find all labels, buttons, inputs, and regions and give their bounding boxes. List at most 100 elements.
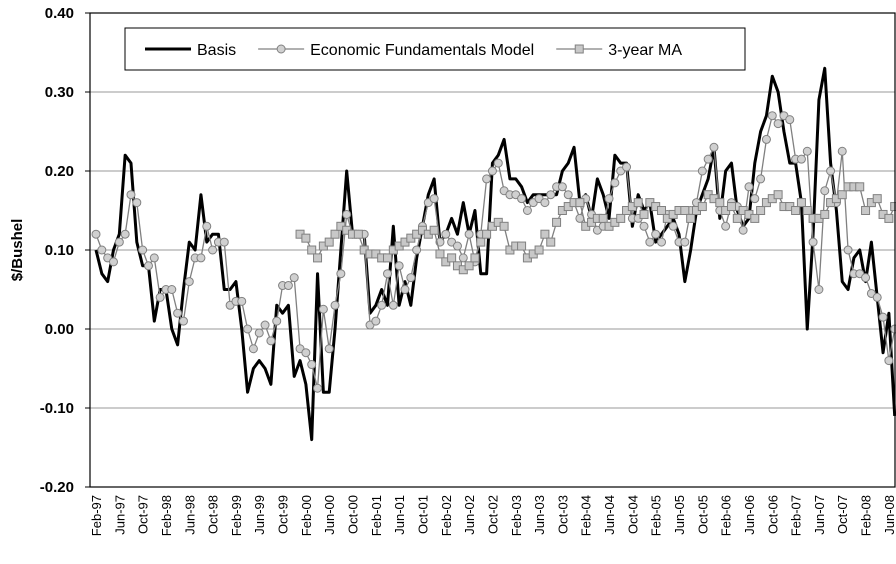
- x-tick-label: Oct-03: [555, 495, 570, 534]
- y-tick-label: 0.10: [45, 242, 74, 259]
- point-marker: [482, 174, 492, 184]
- point-marker: [826, 166, 836, 176]
- point-marker: [184, 277, 194, 287]
- point-marker: [872, 292, 882, 302]
- point-marker: [884, 213, 894, 223]
- x-tick-label: Jun-05: [672, 495, 687, 535]
- point-marker: [750, 213, 760, 223]
- point-marker: [476, 237, 486, 247]
- point-marker: [173, 308, 183, 318]
- series-line: [95, 115, 896, 389]
- x-tick-label: Jun-07: [812, 495, 827, 535]
- x-tick-label: Oct-07: [835, 495, 850, 534]
- point-marker: [447, 253, 457, 263]
- point-marker: [91, 229, 101, 239]
- point-marker: [575, 198, 585, 208]
- point-marker: [796, 198, 806, 208]
- x-tick-label: Feb-97: [89, 495, 104, 536]
- x-tick-label: Oct-98: [206, 495, 221, 534]
- point-marker: [557, 182, 567, 192]
- point-marker: [452, 241, 462, 251]
- point-marker: [97, 245, 107, 255]
- point-marker: [668, 221, 678, 231]
- point-marker: [383, 253, 392, 263]
- point-marker: [324, 344, 334, 354]
- point-marker: [552, 217, 562, 227]
- point-marker: [208, 245, 218, 255]
- point-marker: [458, 253, 468, 263]
- point-marker: [802, 146, 812, 156]
- y-axis-title: $/Bushel: [9, 219, 26, 282]
- x-tick-label: Feb-01: [369, 495, 384, 536]
- point-marker: [330, 229, 340, 239]
- x-tick-label: Oct-99: [276, 495, 291, 534]
- point-marker: [313, 253, 323, 263]
- point-marker: [703, 154, 713, 164]
- point-marker: [307, 360, 317, 370]
- point-marker: [837, 146, 847, 156]
- point-marker: [522, 206, 532, 215]
- point-marker: [639, 221, 649, 231]
- point-marker: [406, 273, 416, 283]
- point-marker: [645, 237, 655, 247]
- point-marker: [243, 324, 253, 334]
- point-marker: [289, 273, 299, 283]
- point-marker: [546, 237, 556, 247]
- point-marker: [283, 281, 293, 291]
- point-marker: [155, 292, 165, 302]
- point-marker: [633, 198, 643, 208]
- point-marker: [266, 336, 276, 346]
- x-tick-label: Oct-01: [415, 495, 430, 534]
- x-tick-label: Jun-99: [252, 495, 267, 535]
- point-marker: [324, 237, 334, 247]
- point-marker: [534, 245, 544, 255]
- point-marker: [318, 304, 328, 314]
- point-marker: [820, 186, 830, 196]
- legend-label: 3-year MA: [608, 42, 682, 59]
- x-tick-label: Jun-01: [392, 495, 407, 535]
- x-tick-label: Feb-06: [719, 495, 734, 536]
- point-marker: [383, 269, 392, 279]
- y-tick-label: 0.30: [45, 84, 74, 101]
- point-marker: [178, 316, 188, 326]
- point-marker: [301, 233, 311, 243]
- legend-label: Basis: [197, 42, 236, 59]
- point-marker: [143, 261, 153, 271]
- point-marker: [394, 261, 404, 271]
- point-marker: [878, 312, 888, 322]
- x-tick-label: Oct-04: [625, 495, 640, 534]
- point-marker: [773, 119, 783, 129]
- point-marker: [336, 269, 346, 279]
- point-marker: [248, 344, 258, 354]
- point-marker: [377, 300, 387, 310]
- point-marker: [546, 190, 556, 200]
- point-marker: [517, 194, 527, 204]
- point-marker: [791, 206, 801, 215]
- point-marker: [837, 190, 847, 200]
- point-marker: [872, 194, 882, 204]
- point-marker: [686, 213, 696, 223]
- point-marker: [616, 213, 626, 223]
- point-marker: [435, 249, 445, 259]
- x-tick-label: Oct-00: [346, 495, 361, 534]
- point-marker: [371, 316, 381, 326]
- x-tick-label: Oct-05: [695, 495, 710, 534]
- point-marker: [149, 253, 159, 263]
- point-marker: [767, 111, 777, 121]
- point-marker: [540, 229, 550, 239]
- point-marker: [330, 300, 340, 310]
- point-marker: [482, 229, 492, 239]
- legend-marker: [574, 44, 584, 54]
- point-marker: [307, 245, 317, 255]
- point-marker: [808, 237, 818, 247]
- x-tick-label: Feb-03: [509, 495, 524, 536]
- point-marker: [237, 296, 247, 306]
- point-marker: [429, 194, 439, 204]
- point-marker: [761, 134, 771, 144]
- point-marker: [464, 229, 474, 239]
- point-marker: [721, 221, 731, 231]
- point-marker: [441, 229, 451, 239]
- point-marker: [843, 245, 853, 255]
- point-marker: [802, 206, 812, 215]
